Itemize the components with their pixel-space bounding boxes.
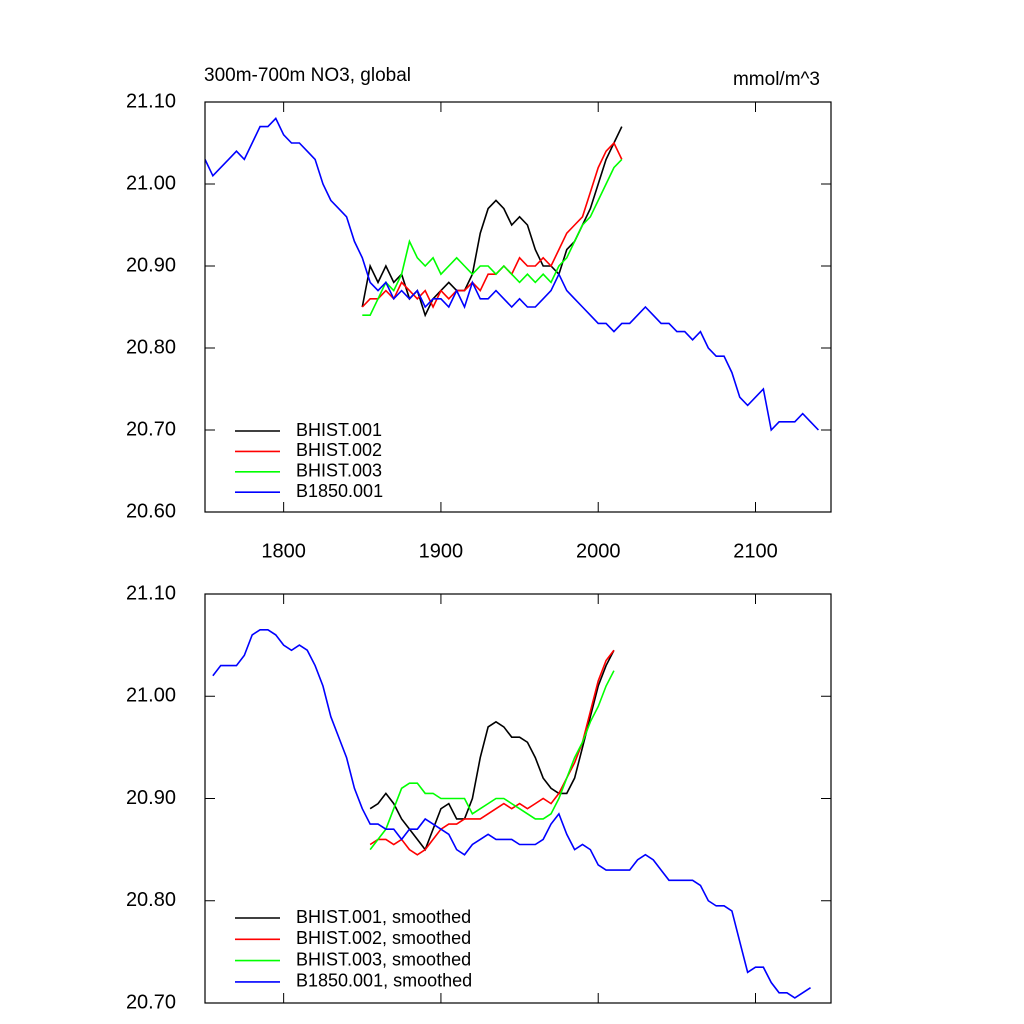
y-tick-label: 21.10 xyxy=(126,582,176,604)
legend-label: BHIST.001 xyxy=(296,420,382,440)
legend-label: BHIST.002 xyxy=(296,440,382,460)
legend-label: BHIST.003 xyxy=(296,461,382,481)
series-line xyxy=(212,628,811,999)
legend-label: B1850.001 xyxy=(296,481,383,501)
series-line xyxy=(369,670,615,851)
plot-frame xyxy=(204,101,832,513)
series-line xyxy=(361,141,623,309)
y-tick-label: 20.80 xyxy=(126,889,176,911)
series-line xyxy=(369,649,615,856)
x-tick-label: 1800 xyxy=(261,540,306,562)
series-line xyxy=(361,126,623,318)
series-line xyxy=(205,117,819,432)
legend-label: BHIST.001, smoothed xyxy=(296,907,471,927)
y-tick-label: 20.90 xyxy=(126,787,176,809)
legend-label: BHIST.002, smoothed xyxy=(296,928,471,948)
y-tick-label: 20.70 xyxy=(126,991,176,1013)
units-label: mmol/m^3 xyxy=(733,69,820,90)
chart-title: 300m-700m NO3, global xyxy=(204,65,411,86)
y-tick-label: 20.90 xyxy=(126,254,176,276)
series-line xyxy=(369,649,615,852)
y-tick-label: 21.10 xyxy=(126,90,176,112)
y-tick-label: 20.70 xyxy=(126,418,176,440)
y-tick-label: 20.80 xyxy=(126,336,176,358)
y-tick-label: 20.60 xyxy=(126,500,176,522)
x-tick-label: 1900 xyxy=(419,540,464,562)
x-tick-label: 2000 xyxy=(576,540,621,562)
plot-frame xyxy=(204,593,832,1004)
series-line xyxy=(362,158,623,316)
y-tick-label: 21.00 xyxy=(126,172,176,194)
y-tick-label: 21.00 xyxy=(126,685,176,707)
x-tick-label: 2100 xyxy=(733,540,778,562)
legend-label: BHIST.003, smoothed xyxy=(296,949,471,969)
legend-label: B1850.001, smoothed xyxy=(296,971,472,991)
